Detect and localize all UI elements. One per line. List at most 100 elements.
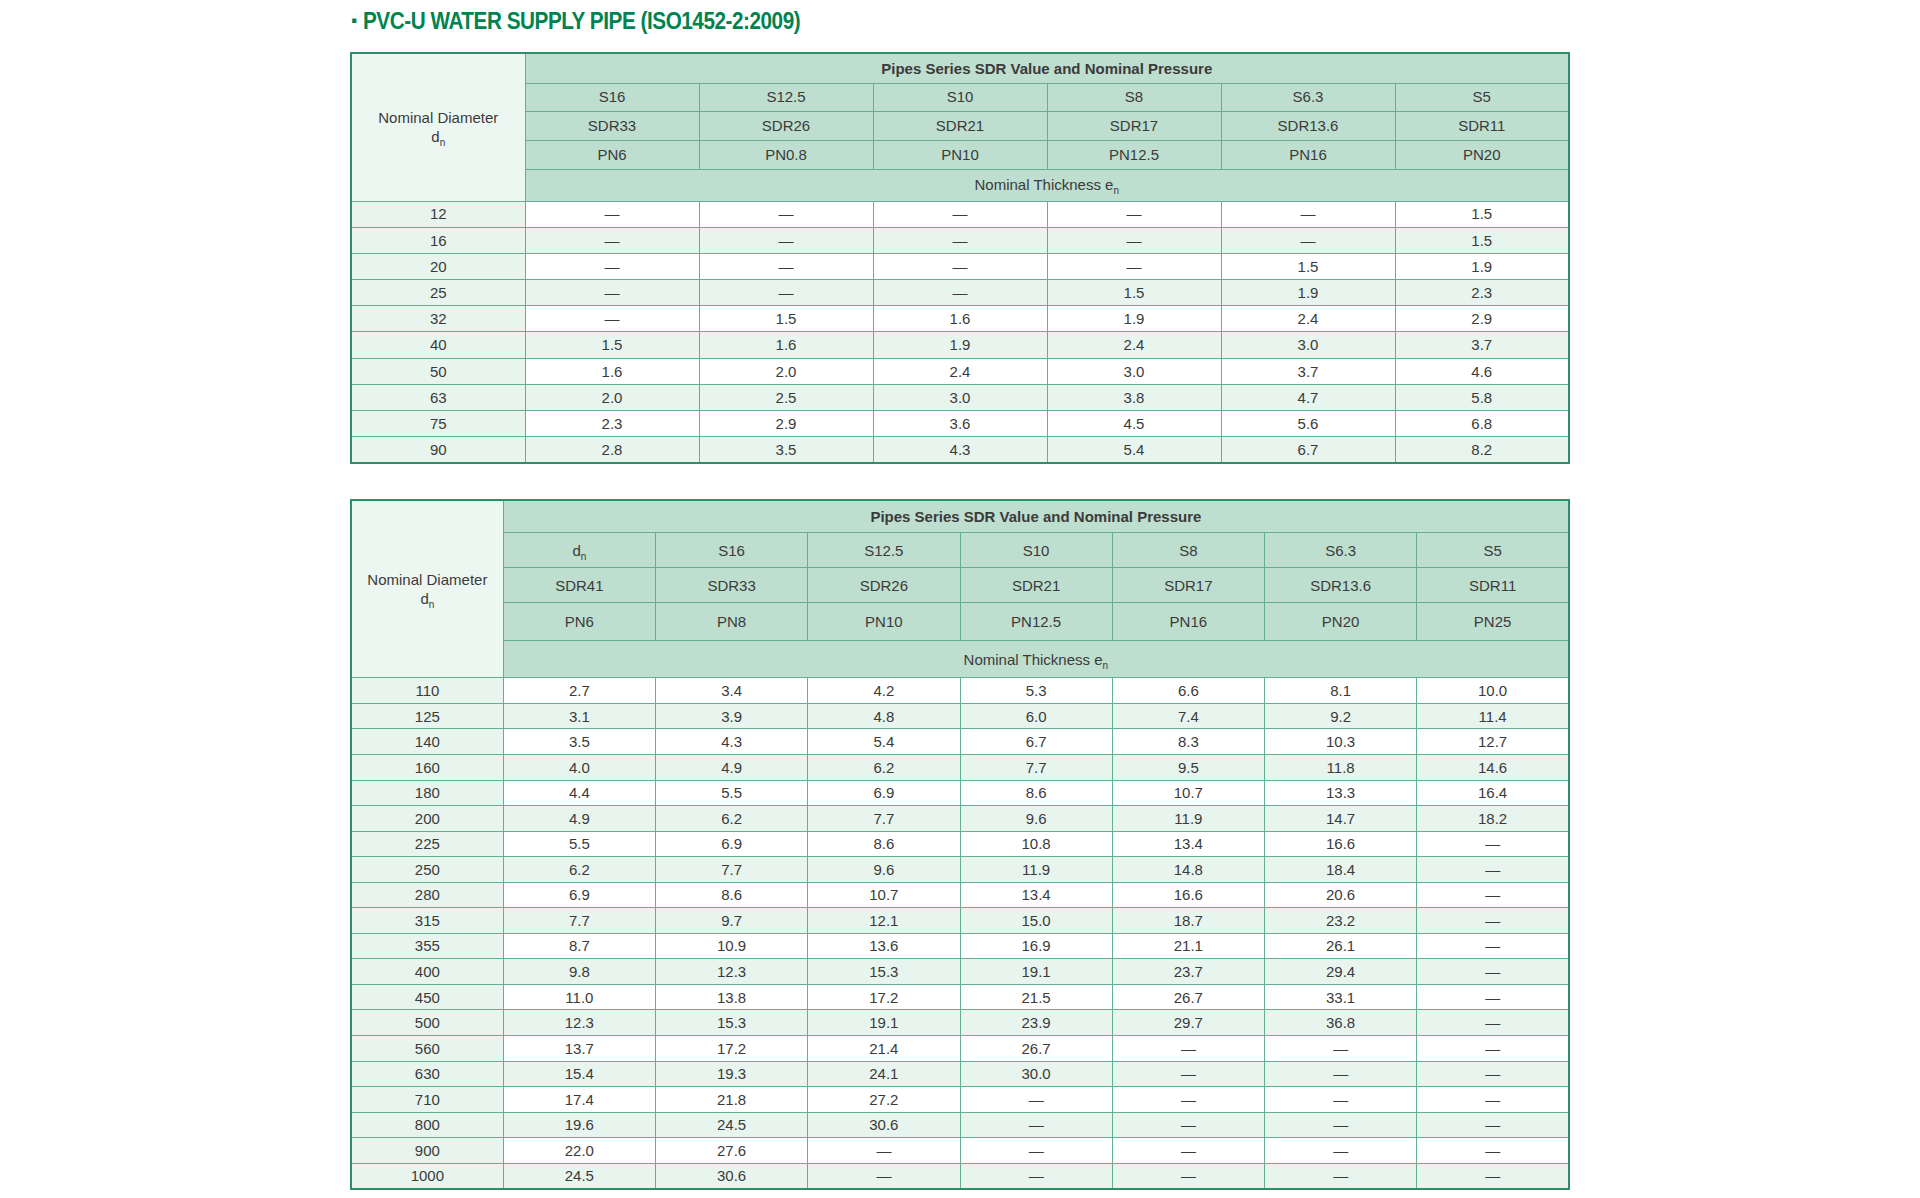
value-cell: — xyxy=(1417,984,1569,1010)
dn-label-cell: 16 xyxy=(351,227,525,253)
dn-label-cell: 200 xyxy=(351,806,503,832)
value-cell: — xyxy=(525,253,699,279)
dn-label-cell: 225 xyxy=(351,831,503,857)
value-cell: — xyxy=(525,227,699,253)
value-cell: 6.7 xyxy=(1221,437,1395,463)
table-row: 501.62.02.43.03.74.6 xyxy=(351,358,1569,384)
value-cell: 12.7 xyxy=(1417,729,1569,755)
pn-cell: PN20 xyxy=(1265,603,1417,641)
value-cell: — xyxy=(873,280,1047,306)
series-cell: S5 xyxy=(1395,83,1569,111)
value-cell: 6.9 xyxy=(808,780,960,806)
dn-label-cell: 560 xyxy=(351,1036,503,1062)
value-cell: 19.1 xyxy=(960,959,1112,985)
value-cell: 18.2 xyxy=(1417,806,1569,832)
value-cell: — xyxy=(699,227,873,253)
table-row: 3157.79.712.115.018.723.2— xyxy=(351,908,1569,934)
value-cell: 16.6 xyxy=(1112,882,1264,908)
value-cell: 10.3 xyxy=(1265,729,1417,755)
value-cell: — xyxy=(1417,1061,1569,1087)
value-cell: 24.5 xyxy=(656,1112,808,1138)
value-cell: 13.7 xyxy=(503,1036,655,1062)
value-cell: 4.6 xyxy=(1395,358,1569,384)
value-cell: 27.2 xyxy=(808,1087,960,1113)
sdr-cell: SDR13.6 xyxy=(1221,111,1395,140)
value-cell: — xyxy=(1417,1163,1569,1189)
value-cell: — xyxy=(873,253,1047,279)
value-cell: 1.5 xyxy=(525,332,699,358)
series-cell: dn xyxy=(503,533,655,568)
value-cell: — xyxy=(1047,201,1221,227)
value-cell: 11.9 xyxy=(1112,806,1264,832)
value-cell: 1.9 xyxy=(1047,306,1221,332)
value-cell: 4.8 xyxy=(808,703,960,729)
value-cell: 4.2 xyxy=(808,678,960,704)
value-cell: 15.3 xyxy=(808,959,960,985)
value-cell: — xyxy=(808,1138,960,1164)
pn-cell: PN12.5 xyxy=(960,603,1112,641)
value-cell: 3.6 xyxy=(873,411,1047,437)
sdr-cell: SDR26 xyxy=(808,568,960,603)
table-row: 2506.27.79.611.914.818.4— xyxy=(351,857,1569,883)
dn-label-cell: 450 xyxy=(351,984,503,1010)
series-cell: S6.3 xyxy=(1265,533,1417,568)
sdr-cell: SDR33 xyxy=(656,568,808,603)
value-cell: 12.1 xyxy=(808,908,960,934)
series-cell: S16 xyxy=(525,83,699,111)
dn-label-cell: 32 xyxy=(351,306,525,332)
table-row: 752.32.93.64.55.66.8 xyxy=(351,411,1569,437)
table-row: 90022.027.6————— xyxy=(351,1138,1569,1164)
value-cell: 8.2 xyxy=(1395,437,1569,463)
thickness-band-cell: Nominal Thickness en xyxy=(525,169,1569,201)
table-row: 902.83.54.35.46.78.2 xyxy=(351,437,1569,463)
row-header-title: Nominal Diameter xyxy=(352,109,525,126)
value-cell: 20.6 xyxy=(1265,882,1417,908)
value-cell: — xyxy=(525,201,699,227)
value-cell: 33.1 xyxy=(1265,984,1417,1010)
value-cell: 30.0 xyxy=(960,1061,1112,1087)
table-row: 1253.13.94.86.07.49.211.4 xyxy=(351,703,1569,729)
dn-label-cell: 160 xyxy=(351,755,503,781)
tables-root: Nominal Diameter dn Pipes Series SDR Value… xyxy=(350,52,1570,1190)
dn-label-cell: 63 xyxy=(351,384,525,410)
value-cell: 16.9 xyxy=(960,933,1112,959)
value-cell: 15.0 xyxy=(960,908,1112,934)
value-cell: — xyxy=(699,280,873,306)
value-cell: 13.3 xyxy=(1265,780,1417,806)
sdr-row: SDR33SDR26SDR21SDR17SDR13.6SDR11 xyxy=(351,111,1569,140)
value-cell: 3.0 xyxy=(1047,358,1221,384)
value-cell: 23.2 xyxy=(1265,908,1417,934)
value-cell: — xyxy=(1265,1112,1417,1138)
dn-label-cell: 315 xyxy=(351,908,503,934)
value-cell: 2.0 xyxy=(699,358,873,384)
value-cell: 4.7 xyxy=(1221,384,1395,410)
value-cell: 7.7 xyxy=(960,755,1112,781)
dn-label-cell: 50 xyxy=(351,358,525,384)
table-row: 80019.624.530.6———— xyxy=(351,1112,1569,1138)
dn-label-cell: 40 xyxy=(351,332,525,358)
value-cell: 6.9 xyxy=(656,831,808,857)
value-cell: 19.6 xyxy=(503,1112,655,1138)
value-cell: 15.4 xyxy=(503,1061,655,1087)
value-cell: — xyxy=(1221,201,1395,227)
series-row: dnS16S12.5S10S8S6.3S5 xyxy=(351,533,1569,568)
pn-cell: PN0.8 xyxy=(699,140,873,169)
value-cell: — xyxy=(699,201,873,227)
value-cell: — xyxy=(1265,1036,1417,1062)
value-cell: 8.7 xyxy=(503,933,655,959)
value-cell: — xyxy=(1047,253,1221,279)
value-cell: 2.3 xyxy=(525,411,699,437)
value-cell: 1.6 xyxy=(873,306,1047,332)
value-cell: 7.7 xyxy=(503,908,655,934)
value-cell: 3.9 xyxy=(656,703,808,729)
value-cell: 6.2 xyxy=(656,806,808,832)
value-cell: 8.3 xyxy=(1112,729,1264,755)
pn-cell: PN6 xyxy=(525,140,699,169)
value-cell: 36.8 xyxy=(1265,1010,1417,1036)
dn-label-cell: 800 xyxy=(351,1112,503,1138)
value-cell: 26.7 xyxy=(960,1036,1112,1062)
value-cell: — xyxy=(525,280,699,306)
band-title-cell: Pipes Series SDR Value and Nominal Press… xyxy=(525,53,1569,83)
page-title: · PVC-U WATER SUPPLY PIPE (ISO1452-2:200… xyxy=(350,6,849,36)
dn-label-cell: 400 xyxy=(351,959,503,985)
